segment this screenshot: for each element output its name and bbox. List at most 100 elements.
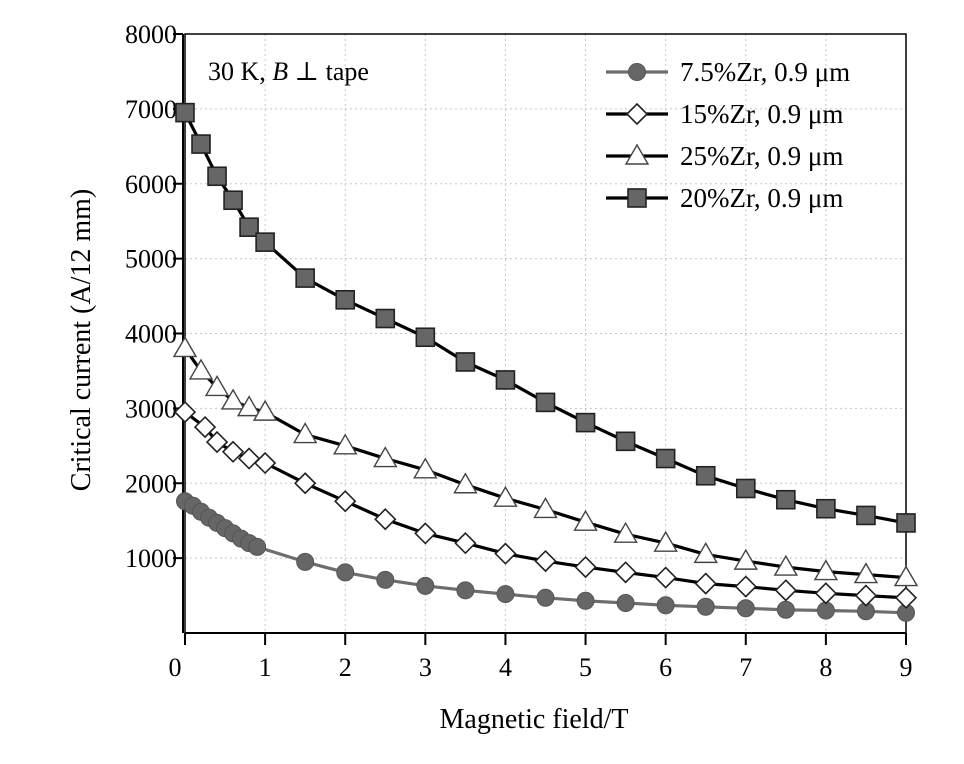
annotation-suffix: tape [326,57,369,86]
data-point-s0-22 [776,600,795,619]
data-point-s1-14 [614,561,637,584]
data-point-s1-18 [774,579,797,602]
x-tick-label-2: 2 [339,653,352,682]
data-point-s3-19 [816,498,836,519]
data-point-s2-7 [333,433,358,455]
data-point-s2-20 [853,562,879,584]
data-point-s0-11 [336,563,355,582]
data-point-s1-21 [894,586,918,609]
data-point-s3-6 [295,268,315,288]
data-point-s1-20 [854,584,878,607]
data-point-s3-20 [856,505,876,526]
data-point-s3-14 [615,431,636,452]
data-point-s1-17 [734,575,757,598]
data-point-s0-9 [248,537,267,556]
data-point-s3-4 [239,217,259,237]
series-line-3 [183,111,907,525]
data-point-s1-4 [237,447,261,470]
y-tick-label-0: 1000 [125,544,177,573]
y-axis-title: Critical current (A/12 mm) [66,189,97,491]
data-point-s1-16 [694,572,717,595]
data-point-s2-4 [236,395,262,417]
x-tick-label-6: 6 [659,653,672,682]
data-point-s3-11 [495,370,516,390]
data-point-s0-10 [296,552,315,571]
y-tick-label-4: 5000 [125,245,177,274]
x-axis: 0 1 2 3 4 5 6 7 8 9 [169,632,913,682]
data-point-s3-9 [415,327,436,348]
annotation-perp-symbol: ⊥ [295,57,319,86]
y-tick-label-6: 7000 [125,95,177,124]
series-7-5-zr-0-9-m [176,492,915,622]
legend-label-0: 7.5%Zr, 0.9 μm [680,57,850,87]
data-point-s1-1 [193,415,217,439]
data-point-s3-0 [175,102,195,123]
data-point-s3-16 [695,465,716,486]
y-tick-label-2: 3000 [125,394,177,423]
data-point-s3-5 [255,232,275,252]
data-point-s2-13 [573,509,598,531]
data-point-s2-15 [653,530,678,552]
legend-item-1: 15%Zr, 0.9 μm [606,99,843,129]
data-point-s1-5 [253,451,277,475]
annotation-prefix: 30 K, [208,57,272,86]
x-tick-label-9: 9 [900,653,913,682]
data-point-s2-18 [773,554,799,576]
y-tick-label-1: 2000 [125,469,177,498]
data-point-s1-0 [173,400,197,424]
x-tick-label-1: 1 [259,653,272,682]
data-point-s0-16 [536,588,555,607]
data-point-s1-15 [654,566,677,589]
data-point-s3-3 [223,190,243,211]
data-point-s1-8 [374,508,397,531]
data-point-s1-7 [334,490,357,513]
series-layer [172,102,919,622]
data-point-s2-10 [453,472,478,494]
series-25-zr-0-9-m [172,336,919,587]
legend-label-1: 15%Zr, 0.9 μm [680,99,843,129]
x-axis-title: Magnetic field/T [440,704,629,735]
data-point-s0-19 [656,596,675,615]
data-point-s0-13 [416,576,435,595]
data-point-s1-2 [205,430,229,454]
data-point-s3-12 [535,392,556,413]
data-point-s0-23 [816,601,835,620]
series-15-zr-0-9-m [173,400,918,609]
data-point-s2-6 [292,422,318,444]
legend-marker-1 [625,102,649,126]
data-point-s0-14 [456,581,475,600]
series-line-2 [183,347,907,580]
x-tick-label-5: 5 [579,653,592,682]
data-point-s2-9 [413,457,438,479]
data-point-s2-12 [533,497,558,519]
data-point-s1-10 [454,532,477,555]
x-tick-label-3: 3 [419,653,432,682]
data-point-s2-1 [188,358,214,380]
data-point-s3-15 [655,448,676,469]
legend-label-2: 25%Zr, 0.9 μm [680,141,843,171]
data-point-s3-21 [896,513,916,533]
data-point-s2-0 [172,336,198,358]
data-point-s3-13 [575,412,596,433]
legend-marker-2 [624,143,650,165]
data-point-s2-5 [252,399,278,421]
data-point-s1-3 [221,440,245,463]
data-point-s3-2 [207,166,227,187]
annotation-var: B [272,57,288,86]
data-point-s0-20 [696,597,715,616]
data-point-s3-7 [335,290,356,310]
data-point-s2-3 [220,388,246,410]
data-point-s2-19 [813,559,839,581]
legend-marker-3 [627,188,647,208]
data-point-s2-2 [204,375,230,397]
data-point-s3-8 [375,308,396,329]
condition-annotation: 30 K, B ⊥ tape [208,57,369,86]
y-tick-label-7: 8000 [125,20,177,49]
data-point-s0-18 [616,594,635,613]
data-point-s3-18 [776,489,796,510]
y-tick-label-5: 6000 [125,170,177,199]
data-point-s2-11 [493,485,518,507]
data-point-s1-11 [494,542,517,565]
data-point-s1-12 [534,549,557,573]
